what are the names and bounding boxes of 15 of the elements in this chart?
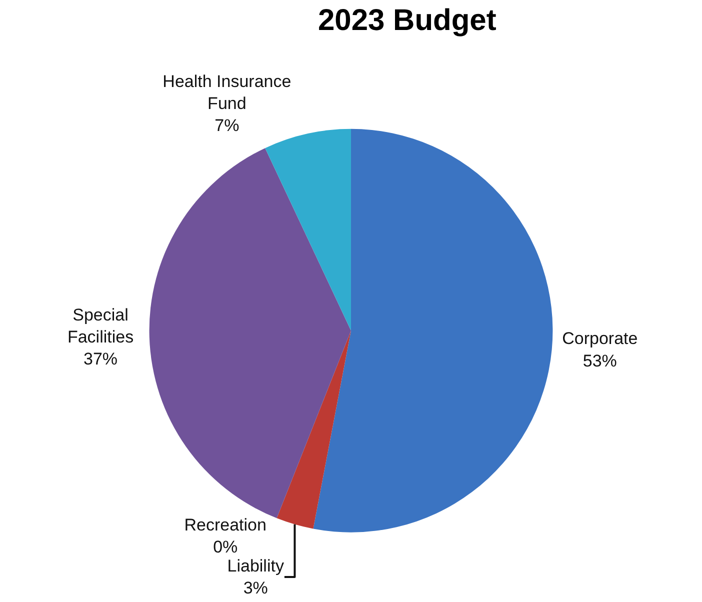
pie-slice	[276, 330, 351, 529]
data-label: 3%	[243, 578, 268, 598]
category-label: Recreation	[184, 515, 266, 534]
pie-slice	[313, 128, 553, 532]
data-label: 7%	[214, 116, 240, 136]
slice-label: Liability	[227, 556, 284, 576]
pie-slice	[265, 128, 351, 331]
slice-label: Corporate	[562, 329, 638, 348]
data-label: 37%	[84, 350, 118, 369]
pie-slice	[149, 148, 351, 518]
text: 0%	[213, 537, 238, 556]
slice-label: Special Facilities	[67, 305, 134, 346]
data-label: 53%	[582, 351, 617, 370]
slice-label: Health Insurance Fund	[162, 72, 292, 114]
chart-title: 2023 Budget	[318, 4, 496, 38]
